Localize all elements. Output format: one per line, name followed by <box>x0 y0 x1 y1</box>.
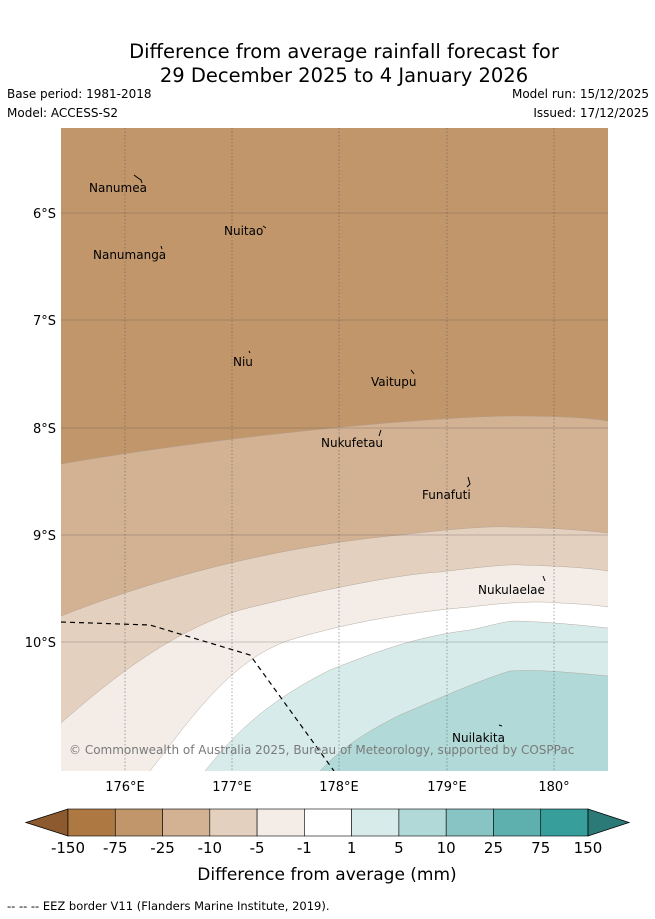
island-vaitupu <box>410 369 415 375</box>
colorbar-cell <box>162 808 211 837</box>
base-period-text: Base period: 1981-2018 <box>7 87 152 101</box>
colorbar-extend-high <box>587 808 631 837</box>
place-label-nukulaelae: Nukulaelae <box>478 583 545 597</box>
model-run-text: Model run: 15/12/2025 <box>511 87 649 101</box>
island-nanumea <box>133 174 143 184</box>
title-line-2: 29 December 2025 to 4 January 2026 <box>159 64 529 87</box>
colorbar-cell <box>304 808 352 837</box>
lat-label-7s: 7°S <box>33 314 56 329</box>
island-nuitao <box>262 225 267 229</box>
island-nuilakita <box>498 724 503 727</box>
island-nanumanga <box>160 245 163 250</box>
colorbar-tick-label: -5 <box>250 839 265 857</box>
lat-label-8s: 8°S <box>33 422 56 437</box>
colorbar: -150 -75 -25 -10 -5 -1 1 5 10 25 75 150 Difference … <box>24 808 631 885</box>
place-label-vaitupu: Vaitupu <box>371 375 417 389</box>
eez-footnote: -- -- -- EEZ border V11 (Flanders Marine… <box>7 899 330 913</box>
lon-label-178e: 178°E <box>319 780 359 795</box>
colorbar-tick-label: 75 <box>531 839 550 857</box>
colorbar-tick-label: 1 <box>347 839 357 857</box>
eez-border <box>61 621 335 771</box>
colorbar-cell <box>256 808 305 837</box>
lon-label-177e: 177°E <box>212 780 252 795</box>
island-nukufetau <box>378 429 382 437</box>
title-line-1: Difference from average rainfall forecas… <box>129 40 559 63</box>
place-label-nanumea: Nanumea <box>89 181 147 195</box>
colorbar-cell <box>398 808 447 837</box>
rainfall-map: Nanumea Nuitao Nanumanga Niu Vaitupu Nuk… <box>24 128 631 885</box>
islands <box>133 174 546 727</box>
lat-label-6s: 6°S <box>33 207 56 222</box>
map-area: Nanumea Nuitao Nanumanga Niu Vaitupu Nuk… <box>61 128 608 771</box>
gridlines <box>124 128 555 771</box>
colorbar-tick-label: -150 <box>51 839 85 857</box>
colorbar-cell <box>351 808 400 837</box>
colorbar-extend-low <box>24 808 69 837</box>
colorbar-tick-label: -1 <box>297 839 312 857</box>
lon-label-180: 180° <box>538 780 569 795</box>
place-label-nuitao: Nuitao <box>224 224 263 238</box>
lat-gridlines <box>61 212 608 643</box>
colorbar-cell <box>209 808 258 837</box>
colorbar-tick-label: 25 <box>484 839 503 857</box>
lon-label-179e: 179°E <box>427 780 467 795</box>
colorbar-tick-label: -10 <box>198 839 223 857</box>
place-label-niu: Niu <box>233 355 253 369</box>
model-text: Model: ACCESS-S2 <box>7 106 119 120</box>
lat-label-10s: 10°S <box>25 636 56 651</box>
place-label-nanumanga: Nanumanga <box>93 248 166 262</box>
colorbar-cell <box>114 808 163 837</box>
issued-text: Issued: 17/12/2025 <box>533 106 649 120</box>
colorbar-label: Difference from average (mm) <box>197 865 456 885</box>
colorbar-tick-label: -25 <box>150 839 175 857</box>
colorbar-tick-label: -75 <box>103 839 128 857</box>
place-label-nukufetau: Nukufetau <box>321 436 383 450</box>
island-funafuti <box>466 476 471 488</box>
place-label-nuilakita: Nuilakita <box>452 731 505 745</box>
colorbar-cell <box>67 808 116 837</box>
lat-label-9s: 9°S <box>33 529 56 544</box>
place-label-funafuti: Funafuti <box>422 488 471 502</box>
island-niu <box>248 350 251 354</box>
colorbar-tick-label: 5 <box>394 839 404 857</box>
chart-title: Difference from average rainfall forecas… <box>0 40 655 88</box>
band-10-25 <box>320 670 608 771</box>
colorbar-tick-label: 10 <box>437 839 456 857</box>
colorbar-cell <box>445 808 494 837</box>
contour-lines <box>61 415 608 771</box>
colorbar-cell <box>493 808 542 837</box>
island-nukulaelae <box>542 575 546 582</box>
copyright-text: © Commonwealth of Australia 2025, Bureau… <box>69 743 574 757</box>
colorbar-cell <box>540 808 589 837</box>
lon-label-176e: 176°E <box>105 780 145 795</box>
colorbar-tick-label: 150 <box>574 839 603 857</box>
